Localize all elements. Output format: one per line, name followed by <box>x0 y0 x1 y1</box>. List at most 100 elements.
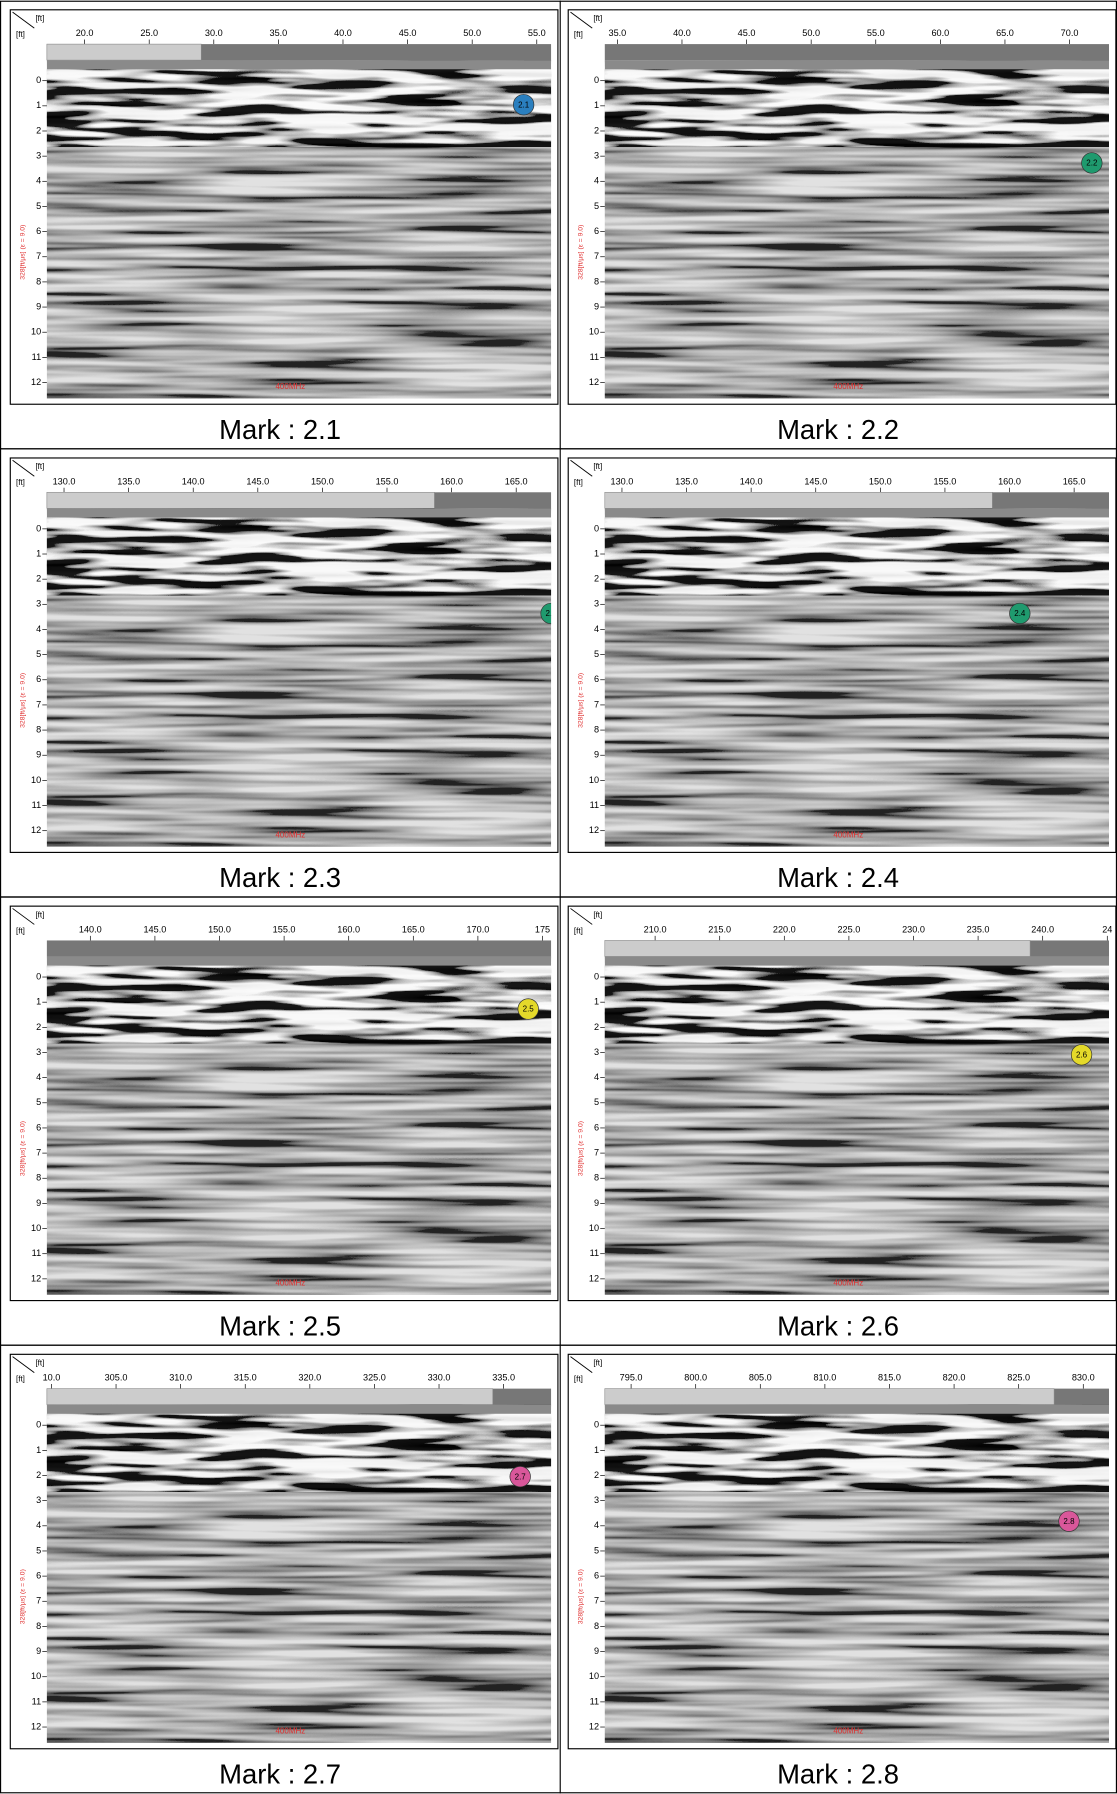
radargram-header <box>604 956 1109 966</box>
depth-tick-label: 5 <box>36 649 41 659</box>
y-unit: [ft] <box>574 1375 583 1384</box>
corner-diagonal <box>12 908 35 925</box>
mark: 2.6 <box>1070 1044 1093 1066</box>
x-unit: [ft] <box>35 14 44 23</box>
x-tick-label: 175 <box>535 925 550 935</box>
corner-diagonal <box>570 1356 593 1373</box>
depth-tick-label: 12 <box>31 1273 41 1283</box>
radargram-header <box>46 1404 552 1414</box>
x-unit: [ft] <box>35 462 44 471</box>
x-tick-label: 55.0 <box>867 28 885 38</box>
mark: 2.8 <box>1058 1510 1080 1532</box>
depth-tick-label: 5 <box>594 649 599 659</box>
radargram-header <box>604 1404 1109 1414</box>
depth-tick-label: 1 <box>594 548 599 558</box>
radargram-header <box>46 956 552 966</box>
x-tick-label: 55.0 <box>528 28 546 38</box>
corner-diagonal <box>12 11 35 29</box>
depth-tick-label: 7 <box>36 1148 41 1158</box>
radargram <box>46 508 552 847</box>
x-tick-label: 215.0 <box>708 925 731 935</box>
corner-diagonal <box>570 908 593 925</box>
radargram-surface <box>604 66 1109 147</box>
panel-cell: [ft][ft] 10.0 305.0 310.0 315.0 320.0 325.0 330… <box>0 1344 1117 1789</box>
depth-tick-label: 11 <box>590 1696 599 1706</box>
x-tick-label: 160.0 <box>337 925 360 935</box>
radargram-surface <box>604 963 1109 1044</box>
x-tick-label: 70.0 <box>1061 28 1079 38</box>
radargram-surface <box>604 1411 1109 1492</box>
depth-tick-label: 2 <box>36 574 41 584</box>
mark: 2.7 <box>509 1466 531 1488</box>
depth-tick-label: 0 <box>594 75 599 85</box>
depth-tick-label: 12 <box>31 377 41 387</box>
x-tick-label: 130.0 <box>611 476 634 486</box>
position-bar <box>46 940 552 957</box>
x-tick-label: 60.0 <box>931 28 949 38</box>
depth-tick-label: 11 <box>590 800 599 810</box>
x-tick-label: 325.0 <box>363 1373 386 1383</box>
depth-tick-label: 12 <box>31 1721 41 1731</box>
depth-tick-label: 6 <box>594 674 599 684</box>
depth-tick-label: 7 <box>594 1596 599 1606</box>
depth-tick-label: 1 <box>594 1445 599 1455</box>
depth-tick-label: 3 <box>36 599 41 609</box>
mark-label: 2.4 <box>1014 609 1026 618</box>
depth-tick-label: 12 <box>589 1273 599 1283</box>
depth-tick-label: 10 <box>31 775 41 785</box>
depth-tick-label: 8 <box>36 1173 41 1183</box>
mark-circle <box>1081 152 1103 174</box>
mark: 2.2 <box>1081 152 1103 174</box>
depth-tick-label: 2 <box>36 125 41 135</box>
depth-tick-label: 12 <box>589 377 599 387</box>
depth-tick-label: 1 <box>36 548 41 558</box>
x-tick-label: 50.0 <box>463 28 481 38</box>
mark-circle <box>509 1466 531 1488</box>
radargram-header <box>604 508 1109 518</box>
depth-tick-label: 6 <box>36 674 41 684</box>
x-tick-label: 130.0 <box>53 476 76 486</box>
x-tick-label: 805.0 <box>749 1373 772 1383</box>
depth-tick-label: 11 <box>32 1696 41 1706</box>
corner-diagonal <box>570 11 593 29</box>
x-tick-label: 24 <box>1102 925 1112 935</box>
x-tick-label: 155.0 <box>934 476 957 486</box>
depth-tick-label: 2 <box>36 1470 41 1480</box>
y-unit: [ft] <box>574 478 583 487</box>
depth-tick-label: 0 <box>36 1420 41 1430</box>
radargram-surface <box>46 963 552 1044</box>
position-bar-covered <box>46 491 435 509</box>
x-tick-label: 170.0 <box>466 925 489 935</box>
depth-tick-label: 12 <box>589 825 599 835</box>
x-tick-label: 795.0 <box>620 1373 643 1383</box>
depth-tick-label: 8 <box>594 1173 599 1183</box>
depth-tick-label: 3 <box>594 151 599 161</box>
depth-tick-label: 8 <box>36 725 41 735</box>
depth-tick-label: 3 <box>36 1495 41 1505</box>
x-tick-label: 40.0 <box>673 28 691 38</box>
frequency-label: 400MHz <box>275 1727 305 1736</box>
mark-circle <box>1058 1510 1080 1532</box>
radargram <box>604 60 1109 399</box>
x-tick-label: 305.0 <box>105 1373 128 1383</box>
x-tick-label: 150.0 <box>208 925 231 935</box>
depth-tick-label: 7 <box>594 699 599 709</box>
x-unit: [ft] <box>35 910 44 919</box>
depth-tick-label: 11 <box>32 352 41 362</box>
corner-diagonal <box>12 459 35 477</box>
depth-tick-label: 3 <box>36 151 41 161</box>
depth-tick-label: 6 <box>594 1122 599 1132</box>
depth-tick-label: 2 <box>594 574 599 584</box>
x-tick-label: 25.0 <box>140 28 158 38</box>
caption: Mark : 2.4 <box>777 862 899 893</box>
depth-tick-label: 11 <box>590 1248 599 1258</box>
depth-tick-label: 12 <box>31 825 41 835</box>
y-unit: [ft] <box>574 926 583 935</box>
depth-tick-label: 3 <box>594 599 599 609</box>
x-tick-label: 50.0 <box>802 28 820 38</box>
radargram-surface <box>46 515 552 596</box>
frequency-label: 400MHz <box>833 382 863 391</box>
depth-tick-label: 7 <box>36 251 41 261</box>
